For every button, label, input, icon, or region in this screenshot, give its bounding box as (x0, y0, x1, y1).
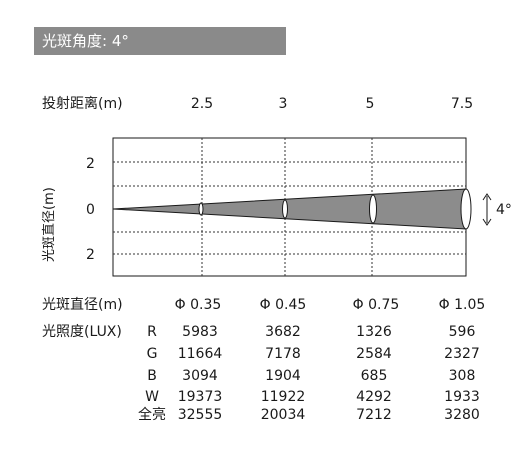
lux-value: 2584 (356, 346, 392, 362)
lux-value: 4292 (356, 389, 392, 405)
distance-value-1: 2.5 (190, 96, 214, 112)
y-tick-bottom: 2 (86, 247, 95, 263)
lux-value: 32555 (177, 407, 223, 423)
lux-value: 3094 (182, 368, 218, 384)
lux-value: 1904 (265, 368, 301, 384)
spot-ellipse-1 (198, 202, 204, 216)
angle-arrow (482, 193, 492, 226)
spot-diameter-label: 光斑直径(m) (42, 297, 123, 313)
spot-ellipse-4 (460, 188, 472, 230)
lux-value: 19373 (177, 389, 223, 405)
lux-value: 20034 (260, 407, 306, 423)
lux-value: 3280 (444, 407, 480, 423)
distance-value-2: 3 (278, 96, 288, 112)
channel-label-r: R (147, 324, 157, 340)
channel-label-g: G (146, 346, 158, 362)
beam-angle-label: 4° (496, 202, 512, 218)
channel-label-b: B (147, 368, 157, 384)
distance-value-4: 7.5 (450, 96, 474, 112)
beam-angle-header: 光斑角度: 4° (34, 27, 286, 55)
illuminance-label: 光照度(LUX) (42, 324, 122, 340)
lux-value: 7212 (356, 407, 392, 423)
diameter-value-3: Φ 0.75 (352, 297, 400, 313)
light-beam (112, 188, 467, 230)
lux-value: 2327 (444, 346, 480, 362)
channel-label-w: W (145, 389, 159, 405)
distance-value-3: 5 (365, 96, 375, 112)
throw-distance-label: 投射距离(m) (42, 96, 123, 112)
y-tick-top: 2 (86, 156, 95, 172)
spot-ellipse-3 (369, 194, 377, 224)
diameter-value-4: Φ 1.05 (438, 297, 486, 313)
spot-ellipse-2 (282, 199, 288, 219)
lux-value: 11664 (177, 346, 223, 362)
lux-value: 11922 (260, 389, 306, 405)
lux-value: 596 (448, 324, 476, 340)
lux-value: 7178 (265, 346, 301, 362)
y-tick-zero: 0 (86, 202, 95, 218)
diameter-value-1: Φ 0.35 (174, 297, 222, 313)
channel-label-full: 全亮 (138, 407, 166, 423)
lux-value: 5983 (182, 324, 218, 340)
lux-value: 3682 (265, 324, 301, 340)
diameter-value-2: Φ 0.45 (259, 297, 307, 313)
lux-value: 1326 (356, 324, 392, 340)
lux-value: 1933 (444, 389, 480, 405)
spot-diameter-axis-label: 光斑直径(m) (42, 187, 57, 262)
lux-value: 685 (360, 368, 388, 384)
lux-value: 308 (448, 368, 476, 384)
